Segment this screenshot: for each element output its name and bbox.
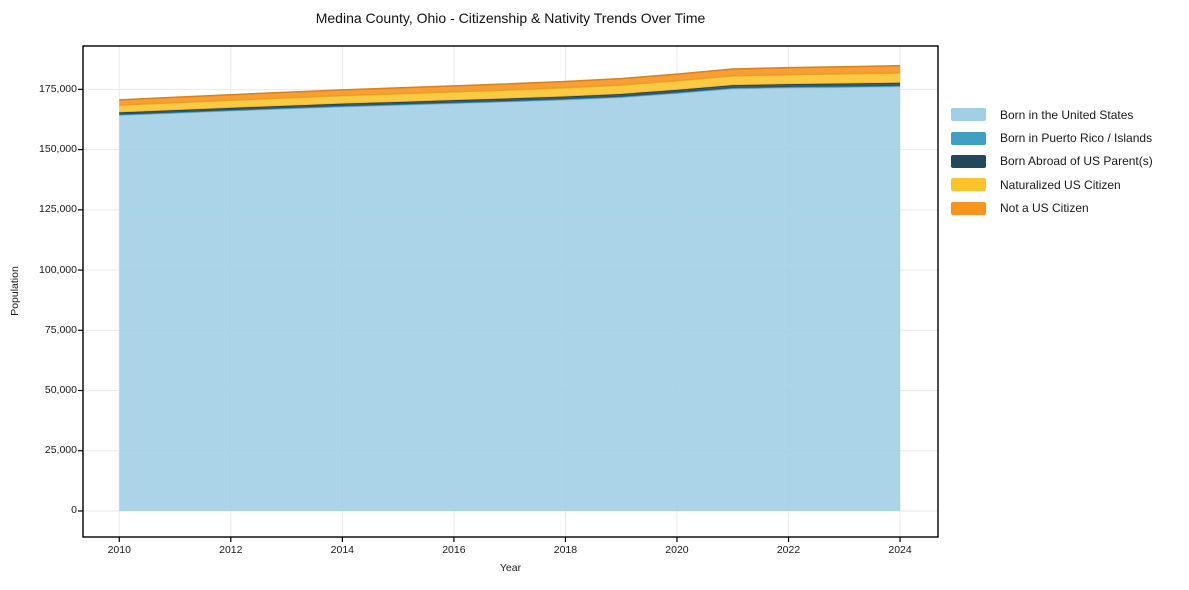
y-tick-label: 150,000	[39, 143, 77, 156]
x-tick-label: 2014	[330, 544, 355, 556]
legend-label: Born in the United States	[1000, 107, 1134, 122]
x-tick-label: 2010	[107, 544, 131, 556]
area-series-0	[119, 86, 901, 511]
x-tick-label: 2018	[553, 544, 578, 556]
x-tick-label: 2024	[888, 544, 912, 556]
y-tick-label: 100,000	[39, 263, 77, 276]
y-tick-label: 50,000	[44, 384, 77, 397]
legend-item: Not a US Citizen	[951, 197, 1153, 220]
area-series-3	[119, 72, 901, 113]
legend-swatch	[951, 131, 986, 145]
legend-item: Born Abroad of US Parent(s)	[951, 150, 1153, 173]
x-axis-label: Year	[499, 562, 522, 574]
legend-item: Born in the United States	[951, 103, 1153, 126]
area-series-4	[119, 65, 901, 106]
legend-label: Not a US Citizen	[1000, 201, 1089, 216]
legend-swatch	[951, 154, 986, 168]
y-tick-label: 25,000	[44, 444, 77, 457]
legend-item: Naturalized US Citizen	[951, 173, 1153, 196]
legend-swatch	[951, 201, 986, 215]
plot-border	[82, 45, 939, 538]
legend: Born in the United States Born in Puerto …	[951, 103, 1153, 220]
x-tick-label: 2012	[219, 544, 243, 556]
legend-item: Born in Puerto Rico / Islands	[951, 126, 1153, 149]
legend-label: Naturalized US Citizen	[1000, 177, 1121, 192]
chart-title: Medina County, Ohio - Citizenship & Nati…	[315, 10, 706, 26]
legend-swatch	[951, 178, 986, 192]
legend-label: Born Abroad of US Parent(s)	[1000, 154, 1153, 169]
y-tick-label: 75,000	[44, 323, 77, 336]
x-tick-label: 2022	[776, 544, 801, 556]
y-tick-label: 175,000	[39, 82, 77, 95]
y-tick-label: 125,000	[39, 203, 77, 216]
legend-label: Born in Puerto Rico / Islands	[1000, 131, 1153, 146]
x-tick-label: 2016	[442, 544, 466, 556]
x-tick-label: 2020	[665, 544, 689, 556]
legend-swatch	[951, 108, 986, 122]
y-tick-label: 0	[71, 504, 77, 517]
area-series-4-edge	[119, 64, 901, 101]
